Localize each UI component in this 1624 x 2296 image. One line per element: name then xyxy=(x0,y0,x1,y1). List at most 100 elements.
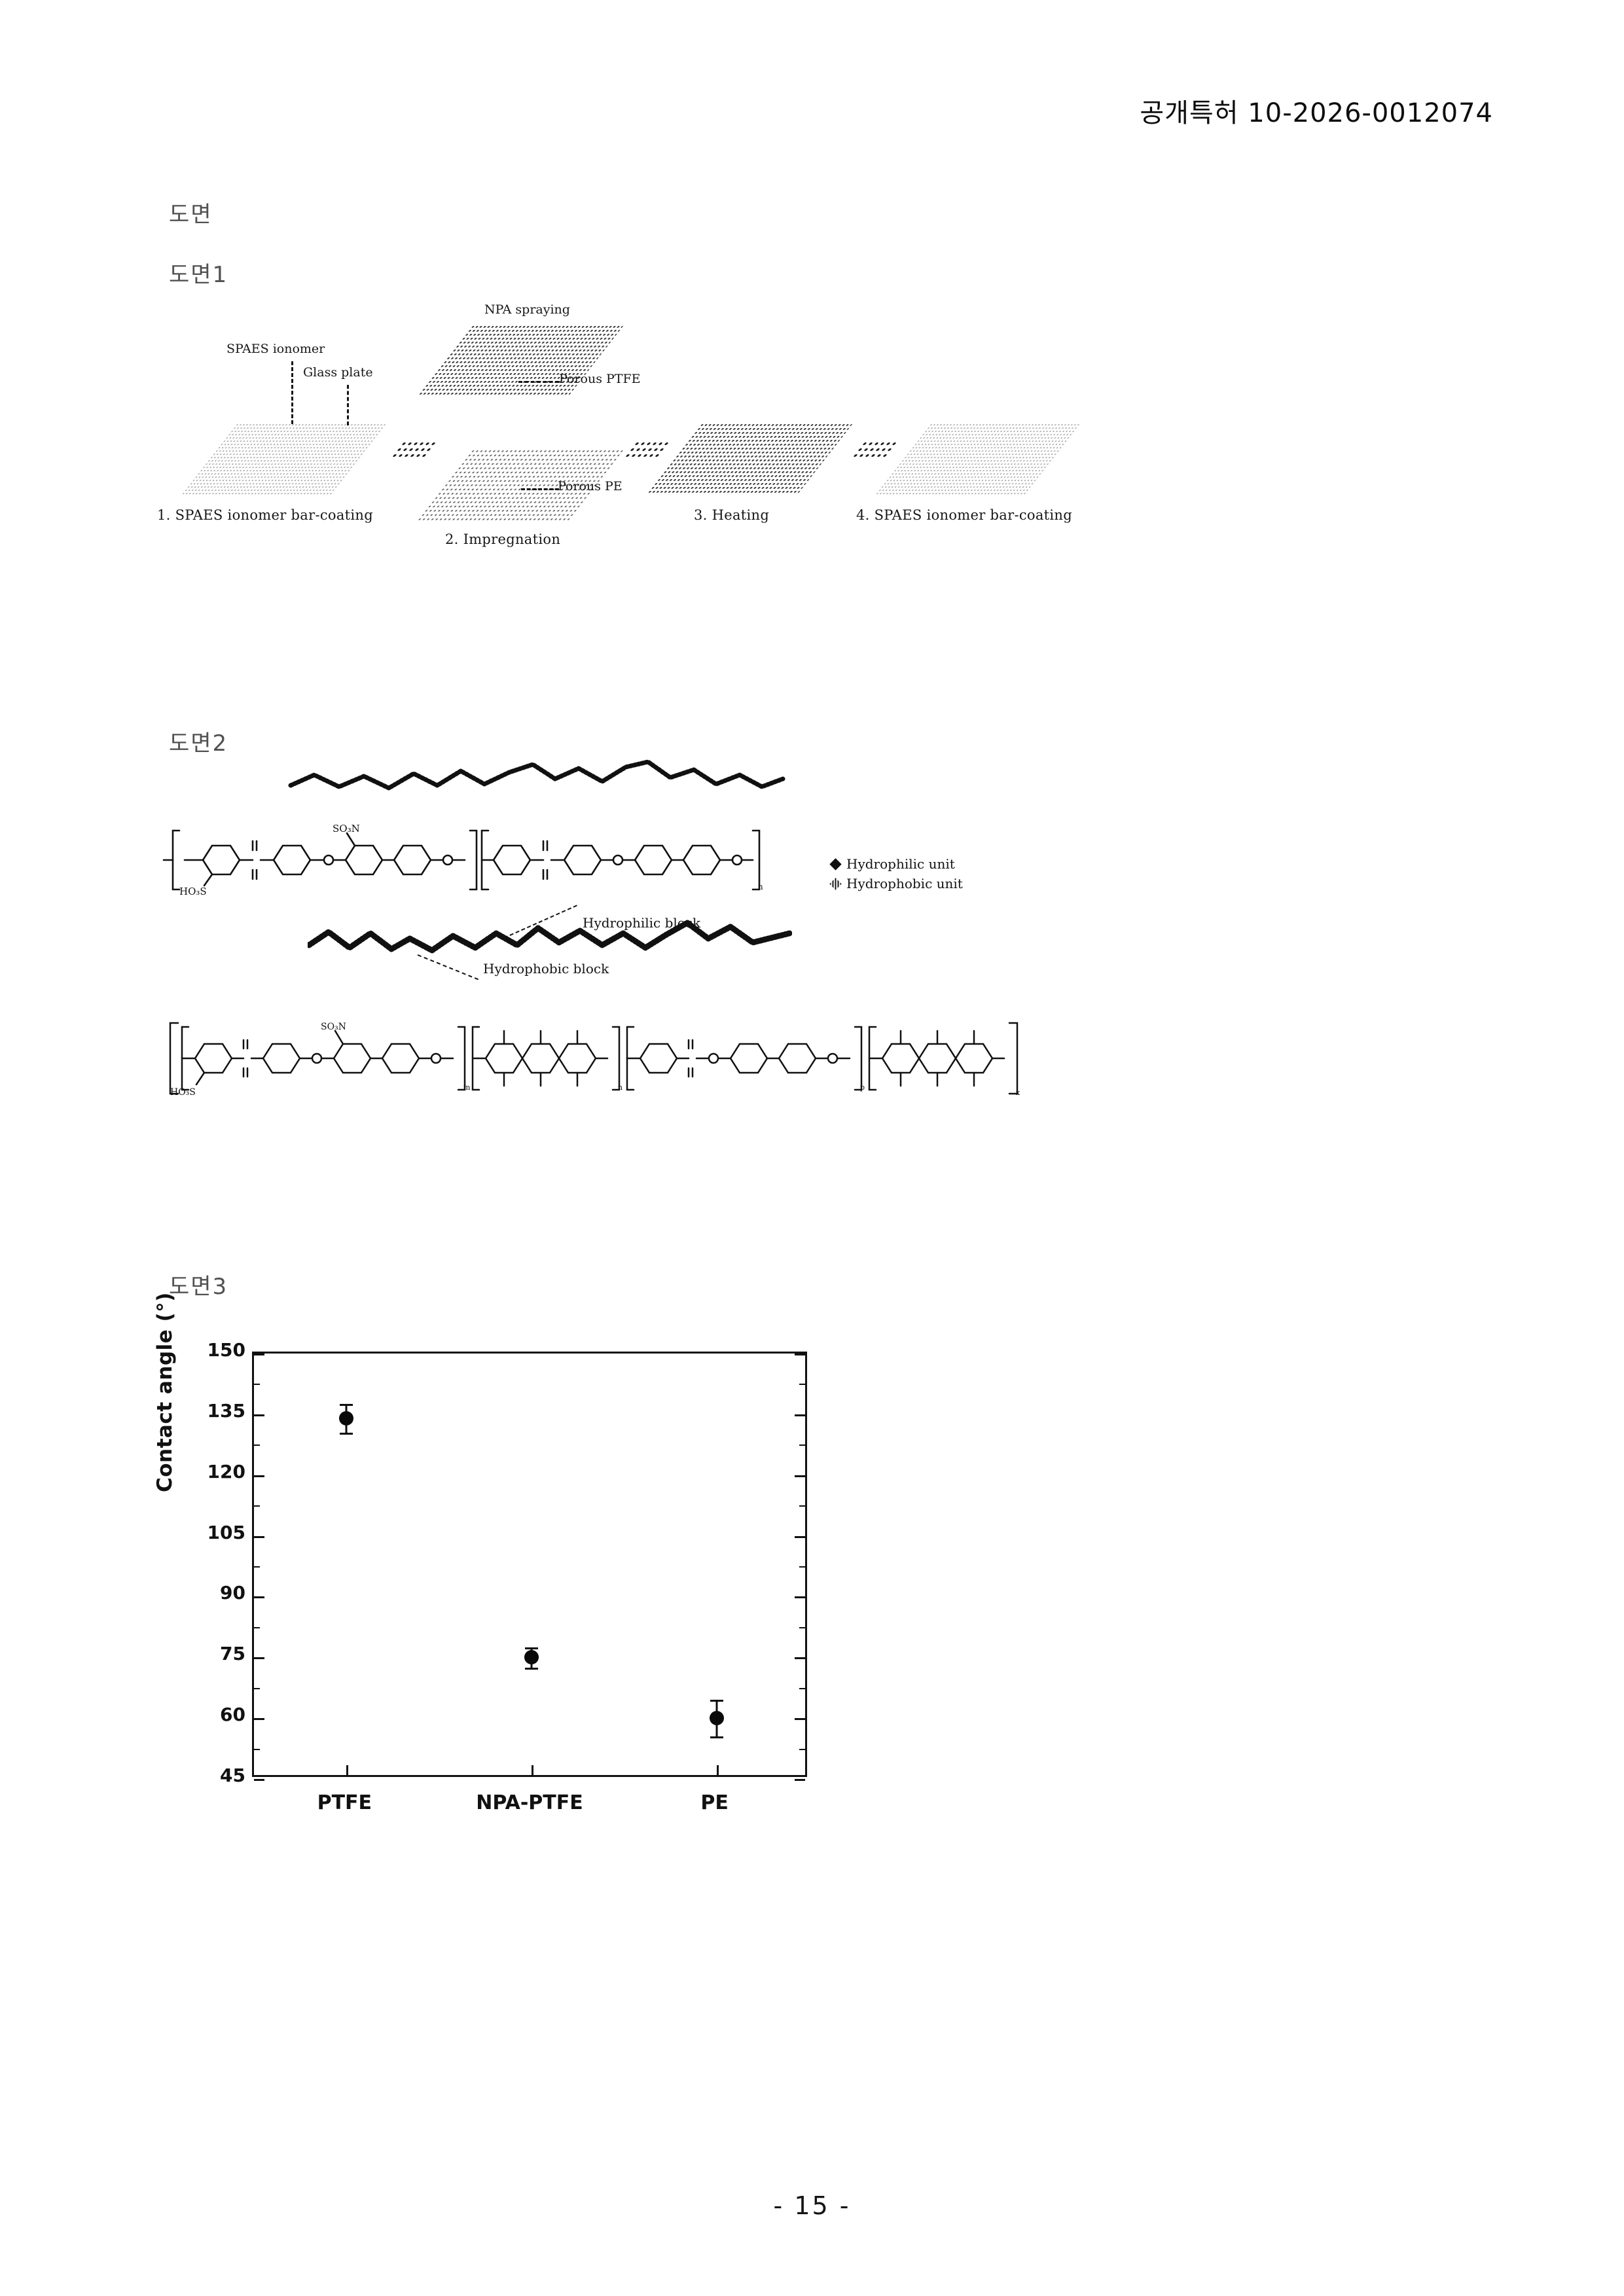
chart-x-tickmark-NPA-PTFE xyxy=(532,1765,533,1775)
chart-y-tick-45: 45 xyxy=(160,1765,245,1786)
marker-NPA-PTFE xyxy=(524,1650,539,1664)
figure1-annotation-glass-plate: Glass plate xyxy=(303,365,373,380)
figure2-block-copolymer-structure: SO₃N HO₃S m n p x xyxy=(105,1011,1047,1109)
chart-y-tick-150: 150 xyxy=(160,1339,245,1361)
chart-y-minor-tick xyxy=(254,1384,260,1385)
chart-y-minor-tick-right xyxy=(799,1566,805,1568)
figure1-arrow-2 xyxy=(625,442,670,457)
hydrophilic-unit-icon xyxy=(829,858,841,870)
chart-y-tick-90: 90 xyxy=(160,1582,245,1604)
marker-PTFE xyxy=(339,1411,353,1426)
chart-y-tickmark-right-150 xyxy=(795,1354,805,1355)
chart-y-tickmark-right-90 xyxy=(795,1596,805,1598)
figure1-annotation-spaes-ionomer: SPAES ionomer xyxy=(226,342,325,356)
chart-y-tickmark-45 xyxy=(254,1779,264,1781)
patent-drawing-page: 공개특허 10-2026-0012074 도면 도면1 도면2 도면3 SPAE… xyxy=(0,0,1624,2296)
chart-y-tickmark-75 xyxy=(254,1657,264,1659)
chart-y-minor-tick-right xyxy=(799,1749,805,1750)
figure1-annotation-porous-ptfe: Porous PTFE xyxy=(559,372,641,386)
chart-y-minor-tick xyxy=(254,1749,260,1750)
chart-plot-area xyxy=(252,1352,807,1777)
chart-y-tick-75: 75 xyxy=(160,1643,245,1664)
chart-y-tickmark-right-75 xyxy=(795,1657,805,1659)
error-bar-cap-top xyxy=(340,1404,353,1406)
error-bar-cap-bottom xyxy=(525,1668,538,1670)
label-sulfonate-2: SO₃N xyxy=(321,1022,346,1032)
figure1-heading: 도면1 xyxy=(169,257,228,289)
chart-y-tickmark-60 xyxy=(254,1718,264,1720)
chart-y-tickmark-right-45 xyxy=(795,1779,805,1781)
error-bar-cap-top xyxy=(710,1700,723,1702)
error-bar-cap-top xyxy=(525,1647,538,1649)
figure1-step-4-caption: 4. SPAES ionomer bar-coating xyxy=(856,507,1072,523)
chart-y-minor-tick xyxy=(254,1688,260,1689)
chart-y-minor-tick xyxy=(254,1566,260,1568)
chart-y-tickmark-135 xyxy=(254,1414,264,1416)
patent-publication-number: 공개특허 10-2026-0012074 xyxy=(1140,92,1493,130)
chart-y-minor-tick xyxy=(254,1627,260,1628)
chart-y-tickmark-150 xyxy=(254,1354,264,1355)
leader-line-spaes xyxy=(291,361,293,424)
figure1-plate-step1 xyxy=(182,424,388,495)
svg-text:x: x xyxy=(1016,1088,1020,1097)
figure1-arrow-1 xyxy=(392,442,437,457)
figure1-annotation-npa-spraying: NPA spraying xyxy=(484,302,570,317)
drawings-heading: 도면 xyxy=(169,196,213,228)
figure1-plate-heating xyxy=(647,424,852,495)
figure1-step-3-caption: 3. Heating xyxy=(694,507,769,523)
figure1-annotation-porous-pe: Porous PE xyxy=(558,479,623,493)
figure3-contact-angle-chart: Contact angle (°) 15013512010590756045 P… xyxy=(157,1296,910,1839)
figure2-random-copolymer-chain xyxy=(288,759,785,798)
chart-y-tickmark-90 xyxy=(254,1596,264,1598)
chart-x-tick-PTFE: PTFE xyxy=(259,1791,429,1814)
legend-label-hydrophilic: Hydrophilic unit xyxy=(846,854,955,874)
chart-y-tickmark-right-60 xyxy=(795,1718,805,1720)
legend-row-hydrophobic: Hydrophobic unit xyxy=(831,874,963,893)
chart-y-tickmark-120 xyxy=(254,1475,264,1477)
label-sulfonate-1: SO₃N xyxy=(333,823,360,834)
chart-y-tickmark-right-120 xyxy=(795,1475,805,1477)
chart-x-tick-PE: PE xyxy=(630,1791,800,1814)
chart-y-tickmark-right-135 xyxy=(795,1414,805,1416)
figure2-legend: Hydrophilic unit Hydrophobic unit xyxy=(831,854,963,893)
svg-text:n: n xyxy=(758,882,763,891)
figure2-polymer-structures: Hydrophilic unit Hydrophobic unit xyxy=(157,753,1087,1211)
label-sulfonic-acid-1: HO₃S xyxy=(179,886,207,897)
chart-y-tick-60: 60 xyxy=(160,1704,245,1725)
error-bar-cap-bottom xyxy=(340,1433,353,1435)
figure1-step-1-caption: 1. SPAES ionomer bar-coating xyxy=(157,507,373,523)
chart-y-minor-tick xyxy=(254,1444,260,1446)
chart-y-tick-135: 135 xyxy=(160,1400,245,1422)
figure2-random-copolymer-structure: SO₃N HO₃S n xyxy=(124,821,818,900)
chart-y-tick-105: 105 xyxy=(160,1522,245,1543)
svg-text:m: m xyxy=(463,1083,471,1092)
chart-y-minor-tick xyxy=(254,1505,260,1507)
legend-label-hydrophobic: Hydrophobic unit xyxy=(846,874,963,893)
leader-line-porous-ptfe xyxy=(518,381,559,383)
chart-y-minor-tick-right xyxy=(799,1688,805,1689)
leader-line-porous-pe xyxy=(521,488,559,490)
page-number: - 15 - xyxy=(0,2191,1624,2220)
error-bar-cap-bottom xyxy=(710,1736,723,1738)
svg-text:p: p xyxy=(860,1083,865,1092)
figure1-plate-step4 xyxy=(876,424,1081,495)
figure1-arrow-3 xyxy=(853,442,898,457)
chart-y-minor-tick-right xyxy=(799,1444,805,1446)
chart-y-minor-tick-right xyxy=(799,1627,805,1628)
chart-y-tickmark-105 xyxy=(254,1536,264,1538)
label-sulfonic-acid-2: HO₃S xyxy=(170,1087,196,1098)
hydrophobic-unit-icon xyxy=(829,878,841,889)
chart-y-tick-120: 120 xyxy=(160,1461,245,1482)
chart-y-minor-tick-right xyxy=(799,1384,805,1385)
marker-PE xyxy=(710,1711,724,1725)
chart-y-tickmark-right-105 xyxy=(795,1536,805,1538)
svg-text:n: n xyxy=(618,1083,623,1092)
figure2-annotation-hydrophobic-block: Hydrophobic block xyxy=(483,961,609,977)
legend-row-hydrophilic: Hydrophilic unit xyxy=(831,854,963,874)
chart-y-minor-tick-right xyxy=(799,1505,805,1507)
leader-line-glass xyxy=(347,385,349,425)
chart-x-tickmark-PTFE xyxy=(346,1765,348,1775)
chart-x-tick-NPA-PTFE: NPA-PTFE xyxy=(444,1791,615,1814)
figure2-annotation-hydrophilic-block: Hydrophilic block xyxy=(583,915,700,931)
figure1-process-diagram: SPAES ionomer Glass plate 1. SPAES ionom… xyxy=(157,308,1047,589)
